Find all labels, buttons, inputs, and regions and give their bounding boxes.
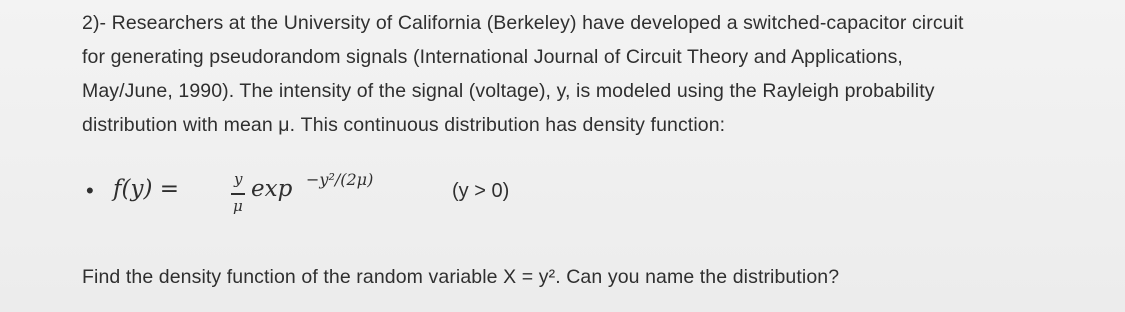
fraction-bar [231,193,245,195]
problem-line: distribution with mean μ. This continuou… [82,114,726,136]
problem-line: 2)- Researchers at the University of Cal… [82,12,964,34]
problem-line: for generating pseudorandom signals (Int… [82,46,903,68]
fraction-denominator: μ [233,197,243,215]
fraction-numerator: y [234,170,243,188]
formula-condition: (y > 0) [452,180,510,202]
problem-line: May/June, 1990). The intensity of the si… [82,80,935,102]
formula-function: exp [251,176,293,202]
formula-lhs: f(y) = [113,176,180,202]
formula-exponent: −y²/(2μ) [306,170,374,189]
bullet: • [86,178,94,203]
question: Find the density function of the random … [82,266,840,288]
